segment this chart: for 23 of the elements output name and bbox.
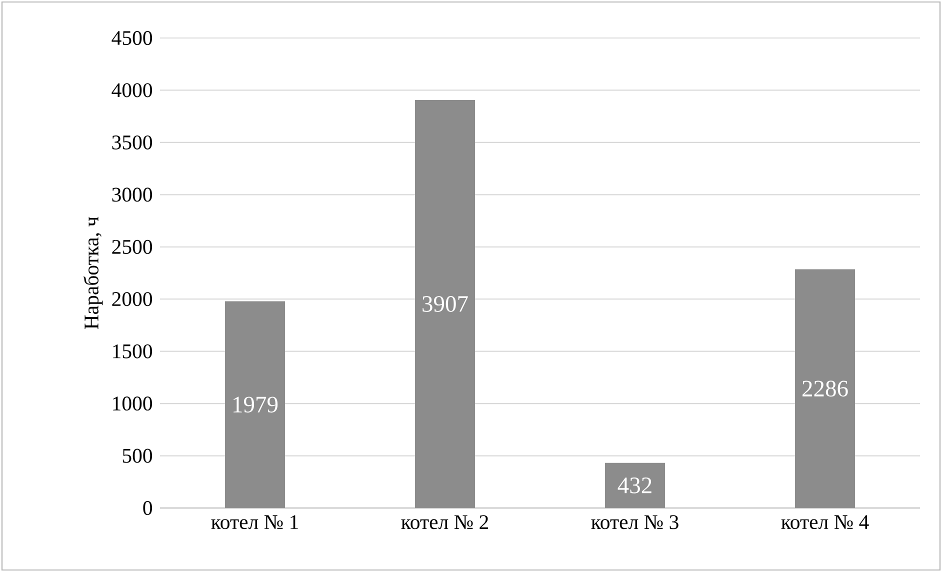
- x-tick-label: котел № 4: [781, 515, 869, 530]
- data-label: 3907: [422, 296, 468, 312]
- data-label: 432: [618, 478, 652, 494]
- y-tick-label: 4500: [112, 31, 152, 45]
- y-axis-title: Наработка, ч: [83, 216, 103, 330]
- y-tick-label: 3000: [112, 188, 152, 202]
- y-tick-label: 2500: [112, 240, 152, 254]
- y-tick-label: 1500: [113, 344, 152, 358]
- x-tick-label: котел № 1: [211, 515, 298, 530]
- y-tick-label: 500: [122, 448, 152, 463]
- y-tick-label: 1000: [113, 396, 152, 411]
- y-tick-label: 0: [143, 501, 152, 515]
- data-label: 1979: [234, 396, 278, 413]
- y-tick-label: 3500: [112, 135, 152, 150]
- bar: [605, 462, 666, 508]
- bar: [225, 301, 286, 508]
- bar: [795, 269, 856, 508]
- data-label: 2286: [802, 380, 848, 397]
- x-tick-label: котел № 2: [401, 515, 488, 530]
- x-tick-label: котел № 3: [591, 515, 678, 530]
- y-tick-label: 2000: [112, 292, 152, 306]
- y-tick-label: 4000: [112, 83, 152, 98]
- bar: [415, 100, 476, 508]
